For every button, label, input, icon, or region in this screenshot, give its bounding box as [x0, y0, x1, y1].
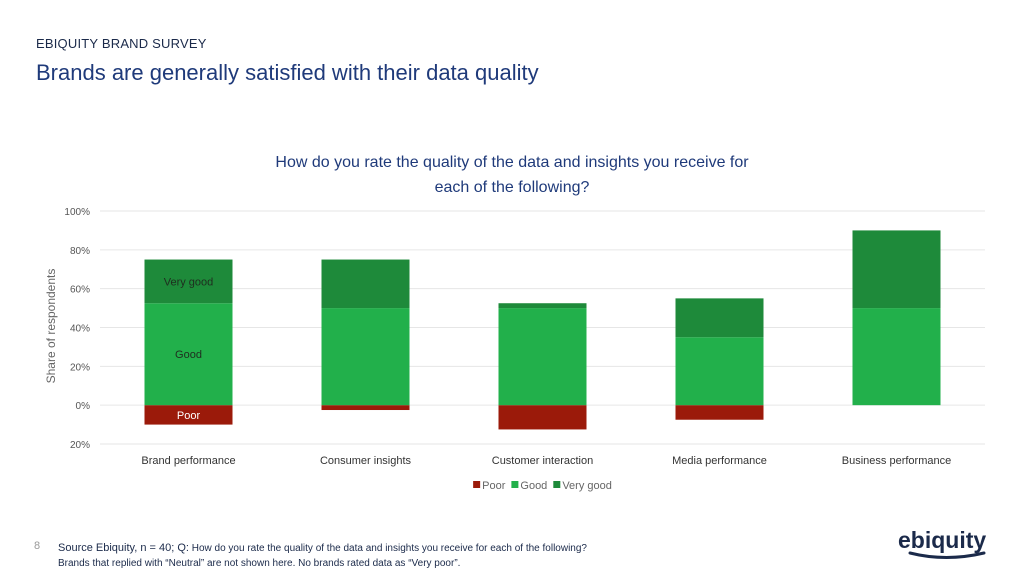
y-axis-label: Share of respondents [44, 269, 58, 384]
x-tick-label: Brand performance [141, 455, 235, 467]
legend-swatch [511, 481, 519, 488]
bar-segment-poor [321, 405, 410, 411]
page-title: Brands are generally satisfied with thei… [36, 60, 539, 85]
y-tick-label: 0% [76, 401, 91, 412]
x-tick-label: Consumer insights [320, 455, 412, 467]
logo-wordmark: ebiquity [898, 527, 986, 553]
data-label: Good [175, 349, 202, 361]
bar-segment-poor [144, 405, 233, 425]
legend-label: Poor [482, 480, 506, 492]
bar-segment-good [675, 337, 764, 406]
bar-segment-very-good [675, 298, 764, 338]
y-tick-label: 80% [70, 246, 90, 257]
source-line: Source Ebiquity, n = 40; Q: How do you r… [58, 541, 587, 556]
y-tick-label: 20% [70, 440, 90, 451]
chart-title: How do you rate the quality of the data … [200, 150, 824, 200]
chart-title-line-2: each of the following? [434, 179, 590, 196]
bars [144, 230, 941, 430]
source-footnote: Source Ebiquity, n = 40; Q: How do you r… [58, 541, 587, 571]
x-axis-ticks: Brand performance Consumer insights Custom… [141, 455, 951, 467]
bar-segment-very-good [852, 230, 941, 309]
bar-segment-poor [498, 405, 587, 430]
bar-segment-good [321, 308, 410, 406]
bar-segment-very-good [498, 303, 587, 309]
source-question: How do you rate the quality of the data … [188, 543, 587, 554]
x-tick-label: Media performance [672, 455, 767, 467]
legend-label: Very good [562, 480, 612, 492]
bar-segment-very-good [144, 259, 233, 304]
y-tick-label: 60% [70, 285, 90, 296]
bar-labels: Very good Good Poor [164, 276, 214, 421]
legend-label: Good [520, 480, 547, 492]
logo-smile-mark [908, 551, 986, 559]
y-tick-label: 20% [70, 362, 90, 373]
source-note: Brands that replied with “Neutral” are n… [58, 558, 461, 569]
data-label: Very good [164, 276, 214, 288]
bar-segment-very-good [321, 259, 410, 309]
legend-swatch [473, 481, 481, 488]
legend-item: Good [511, 480, 547, 492]
source-lead: Source Ebiquity, n = 40; Q: [58, 542, 189, 554]
ebiquity-logo: ebiquity [898, 527, 986, 559]
legend-item: Very good [553, 480, 612, 492]
y-tick-label: 40% [70, 324, 90, 335]
bar-segment-good [852, 308, 941, 406]
x-tick-label: Customer interaction [492, 455, 594, 467]
legend-swatch [553, 481, 561, 488]
y-axis-ticks: 100% 80% 60% 40% 20% 0% 20% [64, 207, 90, 451]
bar-segment-good [144, 303, 233, 406]
legend-item: Poor [473, 480, 506, 492]
page-number: 8 [34, 540, 41, 552]
y-tick-label: 100% [64, 207, 90, 218]
data-label: Poor [177, 410, 201, 422]
bar-segment-good [498, 308, 587, 406]
legend: Poor Good Very good [473, 480, 612, 492]
chart-title-line-1: How do you rate the quality of the data … [275, 154, 749, 171]
survey-kicker: EBIQUITY BRAND SURVEY [36, 36, 207, 51]
bar-segment-poor [675, 405, 764, 420]
x-tick-label: Business performance [842, 455, 951, 467]
